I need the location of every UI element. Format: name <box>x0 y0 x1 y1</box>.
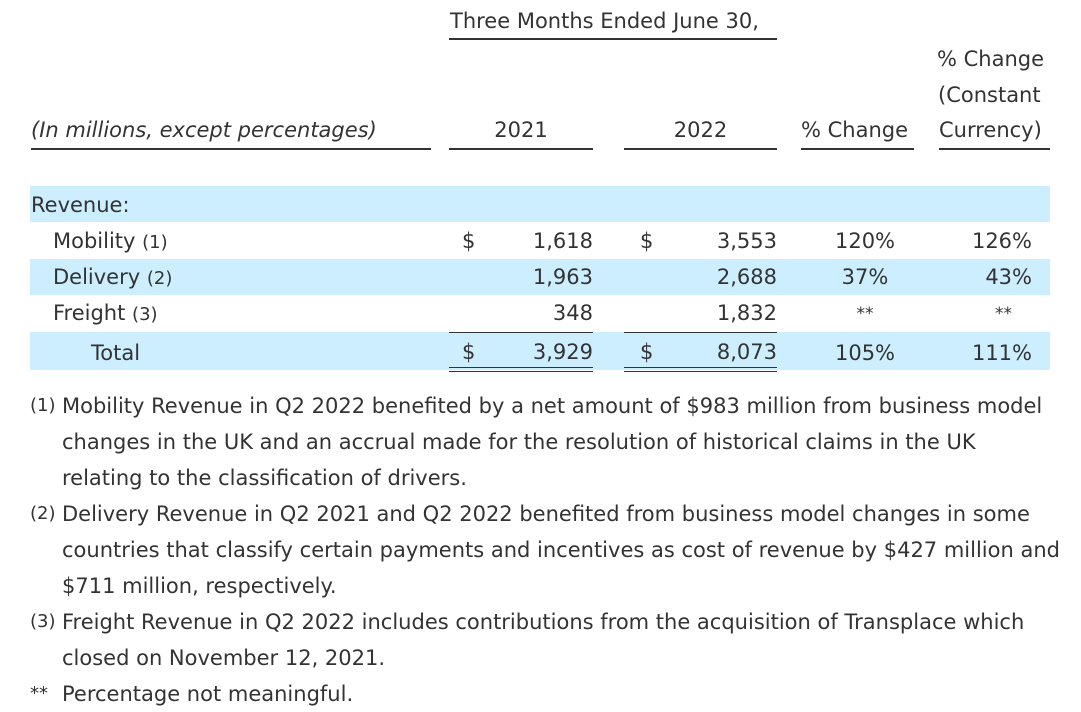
row-label: Freight <box>53 301 126 325</box>
period-rule <box>449 38 777 40</box>
pct-change-cc: 43% <box>985 265 1032 289</box>
value-2021: 1,618 <box>532 229 593 253</box>
footnote-1: (1) Mobility Revenue in Q2 2022 benefite… <box>30 388 1060 496</box>
currency-2021: $ <box>462 340 476 364</box>
pct-change-cc: 111% <box>971 341 1032 365</box>
delivery-band <box>30 259 1050 295</box>
row-note: (2) <box>146 268 173 289</box>
pct-change: ** <box>856 304 874 324</box>
total-band <box>30 332 1050 370</box>
footnote-mark: (3) <box>30 611 56 632</box>
cc-heading-line2: (Constant <box>938 83 1041 107</box>
value-2022: 2,688 <box>716 265 777 289</box>
section-label: Revenue: <box>31 193 130 217</box>
revenue-band <box>30 186 1050 222</box>
total-label: Total <box>91 341 141 365</box>
footnote-3: (3) Freight Revenue in Q2 2022 includes … <box>30 604 1060 676</box>
footnote-4: ** Percentage not meaningful. <box>30 676 1060 712</box>
pct-change-cc: ** <box>995 304 1012 324</box>
col-change-rule <box>801 148 914 150</box>
footnote-mark: (2) <box>30 503 56 524</box>
col-2022-heading: 2022 <box>673 118 728 142</box>
currency-2022: $ <box>640 229 654 253</box>
subtotal-rule-2021 <box>449 332 593 333</box>
value-2021: 1,963 <box>532 265 593 289</box>
value-2022: 1,832 <box>716 301 777 325</box>
col-cc-rule <box>939 148 1050 150</box>
row-note: (1) <box>142 232 168 253</box>
value-2021: 348 <box>552 301 593 325</box>
currency-2021: $ <box>462 229 476 253</box>
footnote-mark: (1) <box>30 395 56 416</box>
value-2022: 8,073 <box>716 340 777 364</box>
row-note: (3) <box>132 304 158 325</box>
units-label: (In millions, except percentages) <box>31 118 377 142</box>
total-double-rule-2021-a <box>449 367 593 368</box>
total-double-rule-2022-b <box>624 371 777 372</box>
footnote-text: Freight Revenue in Q2 2022 includes cont… <box>62 610 1025 670</box>
period-heading: Three Months Ended June 30, <box>450 9 759 33</box>
footnote-mark: ** <box>30 683 48 704</box>
cc-heading-line3: Currency) <box>939 118 1042 142</box>
cc-heading-line1: % Change <box>937 47 1045 71</box>
pct-change: 37% <box>841 265 889 289</box>
value-2022: 3,553 <box>716 229 777 253</box>
footnote-text: Mobility Revenue in Q2 2022 benefited by… <box>62 394 1043 490</box>
row-label: Mobility <box>53 229 136 253</box>
subtotal-rule-2022 <box>624 332 777 333</box>
value-2021: 3,929 <box>532 340 593 364</box>
currency-2022: $ <box>640 340 654 364</box>
pct-change: 105% <box>834 341 896 365</box>
footnote-text: Percentage not meaningful. <box>62 682 354 706</box>
total-double-rule-2022-a <box>624 367 777 368</box>
footnote-2: (2) Delivery Revenue in Q2 2021 and Q2 2… <box>30 496 1060 604</box>
units-rule <box>31 148 431 150</box>
col-2021-heading: 2021 <box>494 118 548 142</box>
col-2022-rule <box>624 148 777 150</box>
row-label: Delivery <box>53 265 141 289</box>
pct-change-cc: 126% <box>971 229 1032 253</box>
pct-change: 120% <box>834 229 896 253</box>
footnote-text: Delivery Revenue in Q2 2021 and Q2 2022 … <box>62 502 1060 598</box>
col-2021-rule <box>449 148 593 150</box>
col-change-heading: % Change <box>801 118 909 142</box>
total-double-rule-2021-b <box>449 371 593 372</box>
